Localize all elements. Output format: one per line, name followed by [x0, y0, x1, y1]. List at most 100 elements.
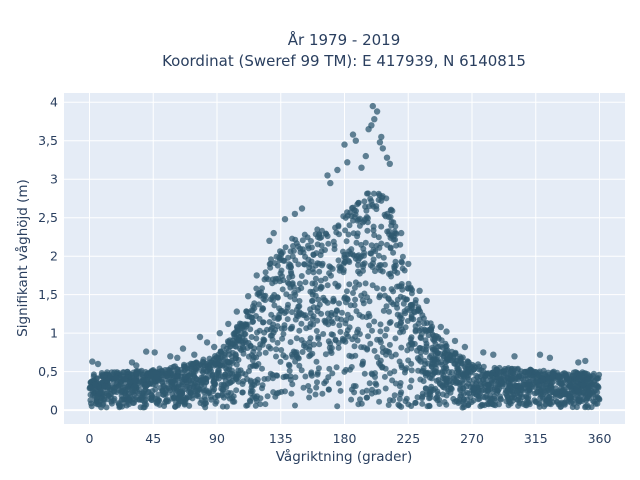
data-point — [220, 343, 227, 350]
data-point — [309, 297, 316, 304]
data-point — [120, 369, 127, 376]
data-point — [177, 398, 184, 405]
data-point — [369, 282, 376, 289]
data-point — [121, 376, 128, 383]
data-point — [362, 239, 369, 246]
data-point — [109, 384, 116, 391]
data-point — [487, 393, 493, 399]
data-point — [321, 380, 328, 387]
data-point — [399, 253, 406, 260]
data-point — [479, 402, 486, 409]
data-point — [287, 376, 294, 383]
data-point — [351, 207, 358, 213]
data-point — [404, 285, 411, 292]
data-point — [377, 328, 384, 335]
data-point — [292, 358, 299, 365]
data-point — [293, 240, 300, 247]
data-point — [252, 362, 259, 369]
data-point — [305, 268, 312, 275]
data-point — [379, 364, 386, 370]
data-point — [202, 400, 209, 407]
data-point — [276, 315, 282, 322]
data-point — [252, 395, 259, 402]
data-point — [533, 389, 540, 396]
data-point — [114, 369, 120, 376]
data-point — [419, 400, 426, 407]
data-point — [287, 339, 294, 346]
data-point — [495, 375, 502, 382]
data-point — [163, 391, 169, 398]
data-point — [424, 403, 431, 410]
data-point — [324, 233, 331, 240]
data-point — [227, 379, 233, 386]
data-point — [174, 354, 181, 361]
data-point — [344, 296, 351, 303]
data-point — [119, 388, 125, 395]
data-point — [303, 315, 310, 321]
data-point — [349, 251, 356, 258]
data-point — [452, 350, 459, 357]
data-point — [442, 381, 449, 388]
data-point — [375, 360, 382, 366]
data-point — [406, 307, 413, 314]
data-point — [192, 368, 199, 374]
data-point — [196, 333, 204, 341]
data-point — [286, 362, 293, 369]
data-point — [338, 316, 345, 323]
data-point — [409, 340, 416, 347]
data-point — [582, 403, 589, 410]
data-point — [578, 387, 585, 394]
data-point — [401, 308, 408, 315]
data-point — [142, 393, 149, 400]
data-point — [532, 378, 539, 385]
data-point — [352, 383, 359, 390]
data-point — [307, 352, 314, 358]
data-point — [435, 349, 441, 356]
data-point — [346, 324, 353, 331]
data-point — [421, 320, 428, 327]
data-point — [271, 302, 278, 309]
data-point — [351, 284, 358, 291]
data-point — [300, 384, 307, 391]
data-point — [238, 347, 245, 354]
data-point — [450, 355, 457, 362]
data-point — [182, 373, 189, 380]
data-point — [324, 172, 331, 179]
data-point — [309, 291, 316, 298]
data-point — [270, 229, 277, 237]
data-point — [161, 382, 168, 389]
x-tick-label: 45 — [145, 431, 161, 446]
data-point — [319, 390, 326, 397]
data-point — [422, 361, 429, 368]
data-point — [310, 269, 317, 276]
data-point — [314, 226, 321, 233]
data-point — [546, 354, 554, 361]
data-point — [299, 237, 306, 244]
data-point — [388, 353, 395, 360]
data-point — [279, 335, 286, 342]
data-point — [325, 386, 332, 393]
data-point — [373, 108, 381, 115]
data-point — [346, 259, 353, 265]
data-point — [439, 391, 446, 398]
data-point — [319, 262, 325, 269]
data-point — [218, 351, 225, 358]
x-tick-label: 360 — [588, 431, 612, 446]
data-point — [432, 385, 439, 392]
data-point — [278, 251, 285, 258]
data-point — [171, 385, 177, 392]
data-point — [560, 386, 567, 393]
data-point — [378, 133, 385, 141]
data-point — [260, 336, 267, 343]
data-point — [267, 296, 274, 303]
data-point — [340, 248, 346, 255]
data-point — [367, 340, 374, 347]
data-point — [325, 338, 332, 345]
data-point — [388, 273, 395, 280]
data-point — [298, 367, 305, 374]
data-point — [567, 382, 573, 389]
data-point — [443, 328, 450, 335]
data-point — [596, 371, 603, 378]
data-point — [525, 369, 532, 376]
data-point — [261, 329, 268, 336]
